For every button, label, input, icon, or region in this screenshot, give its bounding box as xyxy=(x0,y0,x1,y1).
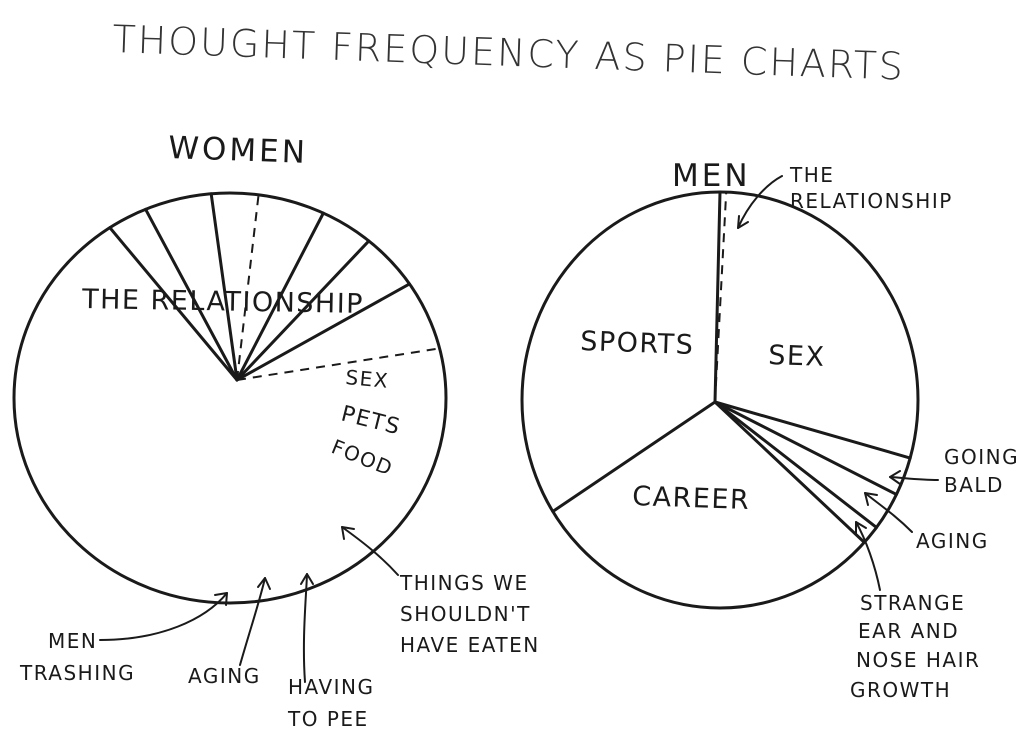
comic-title: THOUGHT FREQUENCY AS PIE CHARTS xyxy=(112,17,906,89)
men-callout-going-bald: GOING BALD xyxy=(944,445,1024,497)
men-chart-title: MEN xyxy=(672,158,751,194)
women-callout-aging: AGING xyxy=(188,664,261,688)
women-label-pets: PETS xyxy=(339,402,404,441)
women-label-sex: SEX xyxy=(345,365,390,393)
women-chart-title: WOMEN xyxy=(168,130,309,171)
men-callout-aging: AGING xyxy=(916,529,989,553)
women-label-food: FOOD xyxy=(328,434,397,480)
men-pie xyxy=(520,190,920,610)
women-pie-slice-edge-1 xyxy=(108,226,239,382)
women-pie-slice-edge-7 xyxy=(235,282,411,382)
men-pie-slice-edge-4 xyxy=(713,400,878,529)
men-label-career: CAREER xyxy=(632,481,751,516)
women-label-relationship: THE RELATIONSHIP xyxy=(81,284,364,320)
women-pie-outline xyxy=(12,191,448,605)
men-label-sports: SPORTS xyxy=(580,326,695,361)
men-pie-slice-edge-6 xyxy=(551,400,717,513)
men-pie-slice-edge-2 xyxy=(713,400,912,460)
women-pie-slice-edge-2 xyxy=(144,207,239,382)
men-label-sex: SEX xyxy=(768,340,826,373)
men-callout-ear-nose: STRANGE EAR AND NOSE HAIR GROWTH xyxy=(850,591,988,702)
women-callout-things: THINGS WE SHOULDN'T HAVE EATEN xyxy=(399,571,540,657)
men-pie-slice-edge-0 xyxy=(713,190,722,404)
women-pie-slice-edge-3 xyxy=(209,192,239,382)
women-pie-slice-edge-0 xyxy=(236,347,440,381)
women-callout-arrows xyxy=(99,526,399,683)
men-callout-arrows xyxy=(737,175,939,591)
men-pie-slice-edge-5 xyxy=(713,400,866,544)
men-callout-relationship: THE RELATIONSHIP xyxy=(789,163,953,213)
men-pie-slice-edge-3 xyxy=(713,400,898,496)
women-pie-slice-edge-6 xyxy=(235,239,371,382)
women-pie xyxy=(12,191,448,605)
women-callout-men-trashing: MEN TRASHING xyxy=(19,629,135,685)
men-pie-slice-edge-1 xyxy=(714,192,728,403)
women-callout-pee: HAVING TO PEE xyxy=(287,675,382,731)
women-pie-slice-edge-5 xyxy=(235,211,325,382)
